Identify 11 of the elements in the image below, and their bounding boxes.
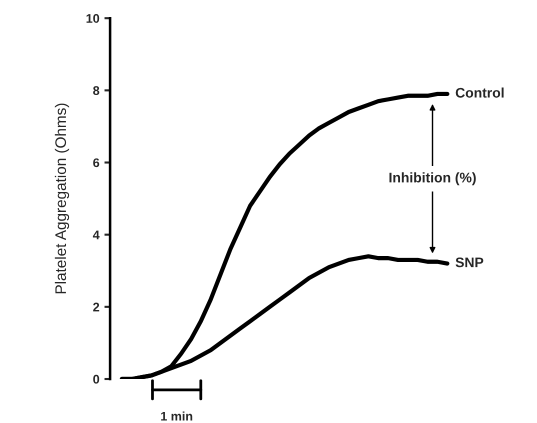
y-tick-label: 8 bbox=[93, 86, 100, 96]
y-tick-label: 0 bbox=[93, 374, 100, 384]
text: 1 min bbox=[161, 411, 192, 421]
y-tick-label: 6 bbox=[93, 158, 100, 168]
annotation: Inhibition (%) bbox=[389, 172, 476, 186]
series-label: Control bbox=[456, 87, 504, 98]
y-tick-label: 2 bbox=[93, 302, 100, 312]
y-tick-label: 4 bbox=[92, 230, 100, 240]
y-axis-title: Platelet Aggregation (Ohms) bbox=[54, 104, 70, 294]
y-tick-label: 10 bbox=[86, 14, 100, 23]
series-label: SNP bbox=[456, 257, 484, 268]
